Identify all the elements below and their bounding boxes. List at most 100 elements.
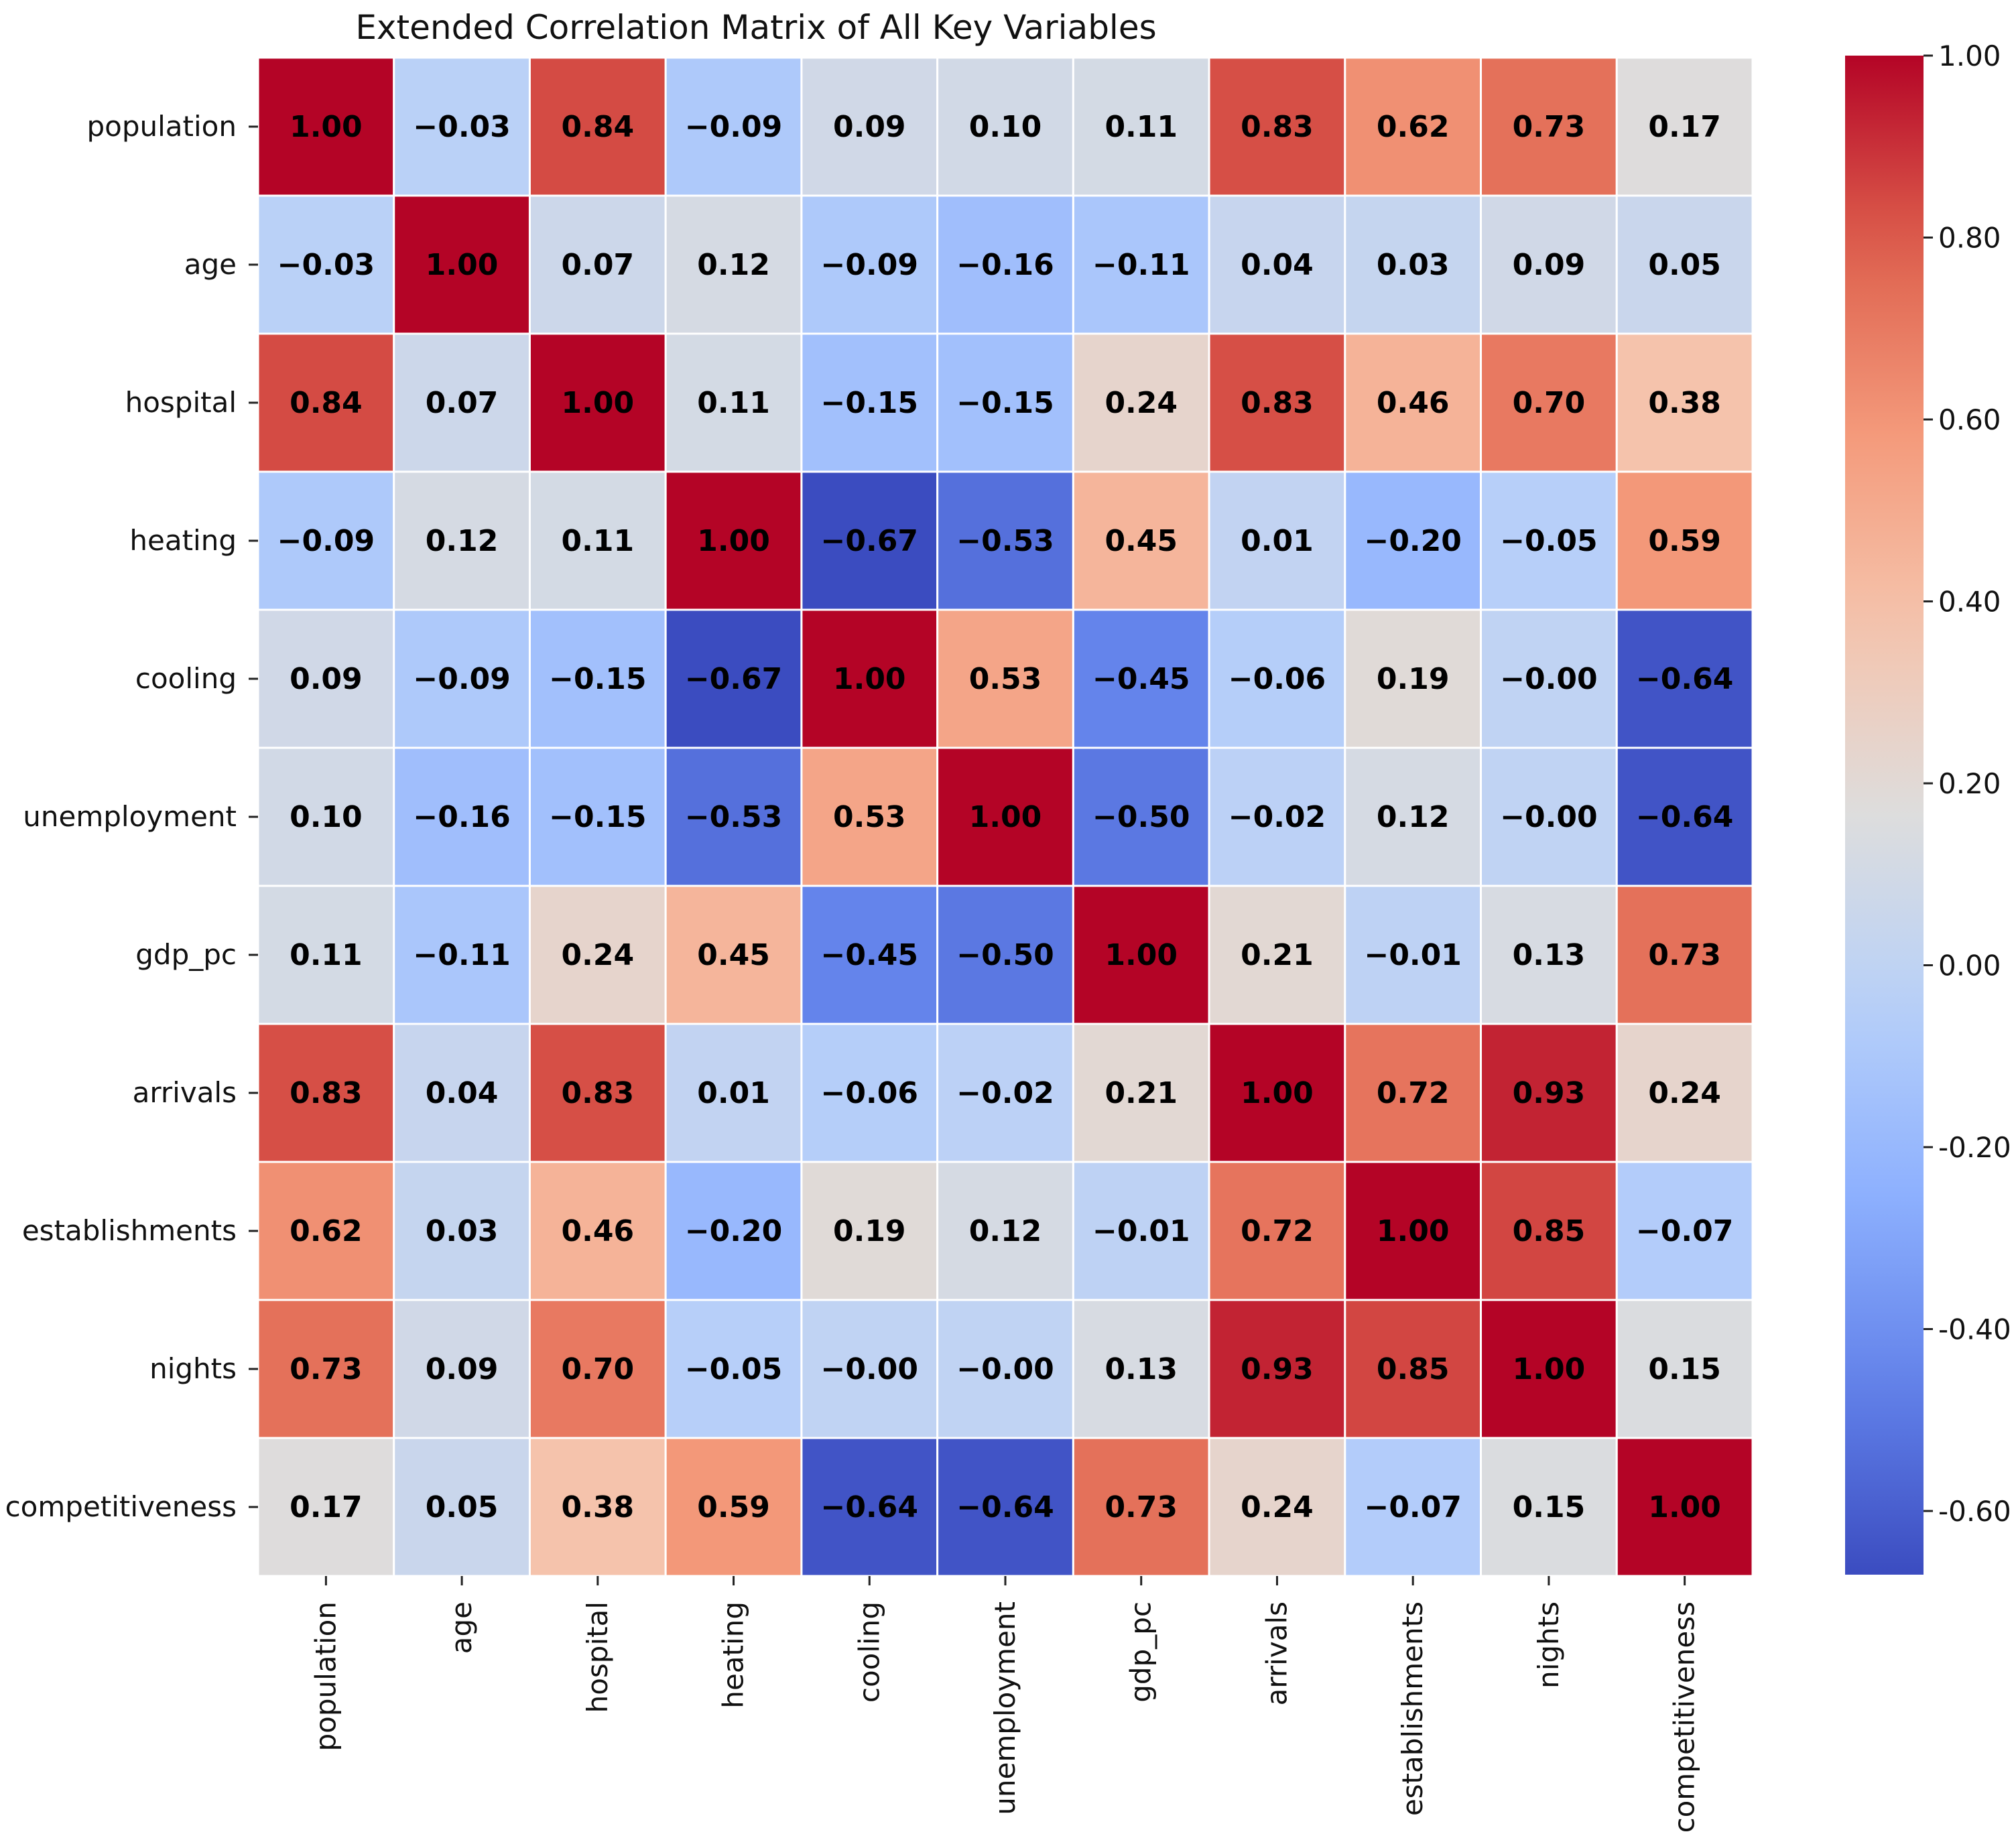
x-tick-label-arrivals: arrivals: [1260, 1601, 1293, 1705]
cell-value-label: 0.11: [1105, 110, 1178, 144]
heatmap-cell-cooling-hospital: [528, 608, 667, 749]
x-tick-label-population: population: [309, 1601, 342, 1752]
y-tick-label-nights: nights: [149, 1352, 237, 1385]
y-tick-label-heating: heating: [129, 524, 237, 557]
cell-value-label: 0.01: [697, 1076, 770, 1110]
cell-value-label: −0.53: [685, 800, 782, 834]
cell-value-label: −0.09: [413, 662, 510, 696]
heatmap-cell-unemployment-competitiveness: [1615, 746, 1754, 887]
cell-value-label: 0.10: [290, 800, 363, 834]
cell-value-label: 0.72: [1377, 1076, 1450, 1110]
heatmap-cell-cooling-age: [393, 608, 531, 749]
cell-value-label: 0.03: [1377, 248, 1450, 282]
cell-value-label: 0.83: [562, 1076, 635, 1110]
heatmap-cell-cooling-competitiveness: [1615, 608, 1754, 749]
y-tick-label-arrivals: arrivals: [133, 1076, 237, 1109]
cell-value-label: −0.16: [956, 248, 1054, 282]
cell-value-label: 0.12: [1377, 800, 1450, 834]
colorbar-tick-label: -0.20: [1938, 1131, 2011, 1164]
heatmap-cell-heating-establishments: [1344, 470, 1483, 611]
x-tick-label-gdp_pc: gdp_pc: [1125, 1601, 1157, 1703]
colorbar: 1.00 0.80 0.60 0.40 0.20 0.00 -0.20 -0.40 -0.60: [1845, 40, 2011, 1575]
cell-value-label: −0.06: [821, 1076, 918, 1110]
heatmap-cell-hospital-establishments: [1344, 332, 1483, 473]
colorbar-tick-label: 1.00: [1938, 40, 2001, 72]
cell-value-label: −0.67: [821, 524, 918, 558]
cell-value-label: 0.24: [1105, 386, 1178, 420]
cell-value-label: −0.03: [277, 248, 375, 282]
heatmap-cell-unemployment-unemployment: [936, 746, 1074, 887]
heatmap-cell-competitiveness-unemployment: [936, 1437, 1074, 1577]
heatmap-cell-age-nights: [1480, 194, 1618, 335]
cell-value-label: 1.00: [1648, 1490, 1721, 1524]
y-tick-label-establishments: establishments: [22, 1214, 237, 1247]
heatmap-cell-population-population: [257, 56, 395, 197]
cell-value-label: −0.01: [1364, 938, 1461, 972]
heatmap-cell-heating-unemployment: [936, 470, 1074, 611]
cell-value-label: 1.00: [697, 524, 770, 558]
cell-value-label: 0.46: [562, 1214, 635, 1248]
cell-value-label: 0.45: [1105, 524, 1178, 558]
heatmap-cell-gdp_pc-arrivals: [1208, 884, 1346, 1025]
cell-value-label: 0.24: [1241, 1490, 1314, 1524]
cell-value-label: −0.50: [1092, 800, 1190, 834]
heatmap-cell-age-population: [257, 194, 395, 335]
cell-value-label: 0.45: [697, 938, 770, 972]
cell-value-label: −0.03: [413, 110, 510, 144]
heatmap-cell-gdp_pc-nights: [1480, 884, 1618, 1025]
cell-value-label: 0.09: [290, 662, 363, 696]
heatmap-cell-hospital-competitiveness: [1615, 332, 1754, 473]
cell-value-label: −0.09: [685, 110, 782, 144]
cell-value-label: −0.67: [685, 662, 782, 696]
heatmap-cell-gdp_pc-unemployment: [936, 884, 1074, 1025]
heatmap-cell-hospital-population: [257, 332, 395, 473]
heatmap-cell-heating-hospital: [528, 470, 667, 611]
cell-value-label: 0.70: [562, 1352, 635, 1386]
cell-value-label: −0.00: [956, 1352, 1054, 1386]
x-axis: population age hospital heating cooling unemp…: [309, 1576, 1701, 1833]
heatmap-cell-gdp_pc-hospital: [528, 884, 667, 1025]
cell-value-label: 1.00: [1513, 1352, 1586, 1386]
heatmap-cell-heating-gdp_pc: [1072, 470, 1210, 611]
heatmap-cell-competitiveness-establishments: [1344, 1437, 1483, 1577]
cell-value-label: 0.11: [697, 386, 770, 420]
cell-value-label: 0.05: [426, 1490, 499, 1524]
heatmap-cell-hospital-hospital: [528, 332, 667, 473]
x-tick-label-unemployment: unemployment: [989, 1601, 1021, 1815]
cell-value-label: 0.17: [290, 1490, 363, 1524]
heatmap-cell-age-competitiveness: [1615, 194, 1754, 335]
cell-value-label: 0.24: [1648, 1076, 1721, 1110]
cell-value-label: 1.00: [1105, 938, 1178, 972]
y-tick-label-gdp_pc: gdp_pc: [135, 938, 237, 971]
x-tick-label-establishments: establishments: [1396, 1601, 1429, 1816]
cell-value-label: 0.84: [562, 110, 635, 144]
heatmap-cell-arrivals-competitiveness: [1615, 1023, 1754, 1163]
cell-value-label: 0.01: [1241, 524, 1314, 558]
heatmap-cell-nights-unemployment: [936, 1299, 1074, 1439]
heatmap-cell-arrivals-nights: [1480, 1023, 1618, 1163]
cell-value-label: −0.06: [1228, 662, 1326, 696]
cell-value-label: 0.46: [1377, 386, 1450, 420]
cell-value-label: −0.15: [549, 662, 646, 696]
cell-value-label: 0.38: [562, 1490, 635, 1524]
cell-value-label: −0.50: [956, 938, 1054, 972]
y-tick-label-population: population: [87, 110, 237, 143]
cell-value-label: −0.64: [821, 1490, 918, 1524]
heatmap-cell-competitiveness-competitiveness: [1615, 1437, 1754, 1577]
heatmap-cell-cooling-unemployment: [936, 608, 1074, 749]
heatmap-cell-gdp_pc-population: [257, 884, 395, 1025]
cell-value-label: 0.72: [1241, 1214, 1314, 1248]
cell-value-label: 0.83: [1241, 386, 1314, 420]
cell-value-label: 0.17: [1648, 110, 1721, 144]
colorbar-tick-label: 0.20: [1938, 767, 2001, 800]
cell-value-label: 0.93: [1513, 1076, 1586, 1110]
cell-value-label: −0.15: [821, 386, 918, 420]
heatmap-cell-population-arrivals: [1208, 56, 1346, 197]
cell-value-label: 1.00: [1241, 1076, 1314, 1110]
cell-value-label: −0.64: [1636, 662, 1733, 696]
cell-value-label: 0.73: [1648, 938, 1721, 972]
cell-value-label: 0.62: [1377, 110, 1450, 144]
cell-value-label: −0.20: [1364, 524, 1461, 558]
heatmap-cell-establishments-establishments: [1344, 1161, 1483, 1301]
